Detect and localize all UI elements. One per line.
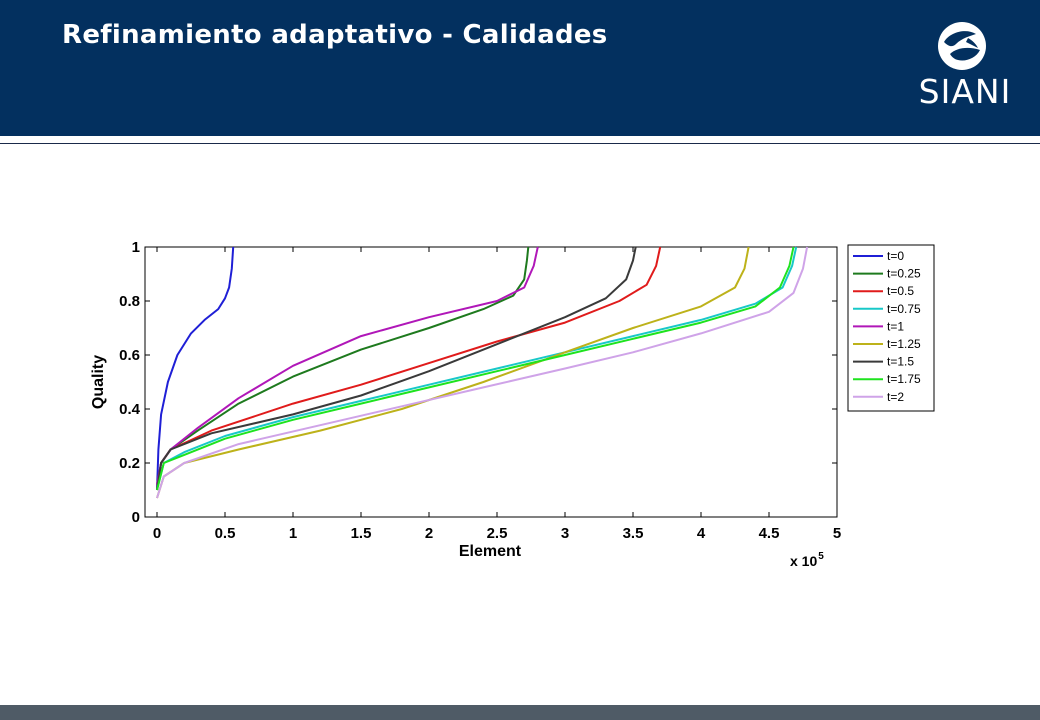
x-axis-label: Element [459,543,522,560]
x-tick-label: 4 [697,525,706,542]
legend: t=0 t=0.25 t=0.5 t=0.75 t=1 t=1.25 t=1.5 t=1.75… [847,244,935,412]
legend-label: t=0.75 [887,302,921,316]
x-multiplier-base: x 10 [790,553,817,569]
x-tick-label: 2 [425,525,433,542]
x-tick-label: 2.5 [487,525,508,542]
legend-label: t=0 [887,249,904,263]
series-line-8 [156,246,809,499]
x-tick-label: 0 [153,525,161,542]
x-multiplier-exponent: 5 [818,551,824,562]
y-tick-label: 0 [132,509,140,526]
y-tick-label: 0.8 [119,293,140,310]
y-tick-label: 0.6 [119,347,140,364]
y-tick-label: 1 [132,239,140,256]
x-tick-label: 3.5 [623,525,644,542]
divider-line [0,143,1040,144]
legend-entries: t=0 t=0.25 t=0.5 t=0.75 t=1 t=1.25 t=1.5 t=1.75… [853,249,921,404]
logo-text: SIANI [918,72,1012,111]
legend-label: t=0.25 [887,267,921,281]
series-line-7 [156,246,795,491]
x-ticks: 0 0.5 1 1.5 2 2.5 3 3.5 4 4.5 5 [153,247,841,542]
series-line-6 [156,246,637,491]
x-tick-label: 0.5 [215,525,236,542]
x-tick-label: 5 [833,525,841,542]
plot-area [144,246,838,518]
legend-label: t=1.5 [887,355,914,369]
series-line-0 [156,246,235,491]
slide-title: Refinamiento adaptativo - Calidades [62,20,608,50]
siani-logo: SIANI [910,20,1020,111]
y-tick-label: 0.2 [119,455,140,472]
x-tick-label: 3 [561,525,569,542]
x-multiplier-label: x 105 [790,551,824,569]
header-bar [0,0,1040,136]
legend-label: t=1.25 [887,337,921,351]
globe-icon [938,22,986,70]
series-layer [156,246,809,499]
legend-label: t=1 [887,319,904,333]
legend-label: t=1.75 [887,372,921,386]
footer-bar [0,705,1040,720]
legend-label: t=2 [887,390,904,404]
legend-label: t=0.5 [887,284,914,298]
x-tick-label: 1.5 [351,525,372,542]
y-ticks: 0 0.2 0.4 0.6 0.8 1 [119,239,837,526]
x-tick-label: 1 [289,525,297,542]
x-tick-label: 4.5 [759,525,780,542]
y-tick-label: 0.4 [119,401,141,418]
y-axis-label: Quality [90,355,107,409]
